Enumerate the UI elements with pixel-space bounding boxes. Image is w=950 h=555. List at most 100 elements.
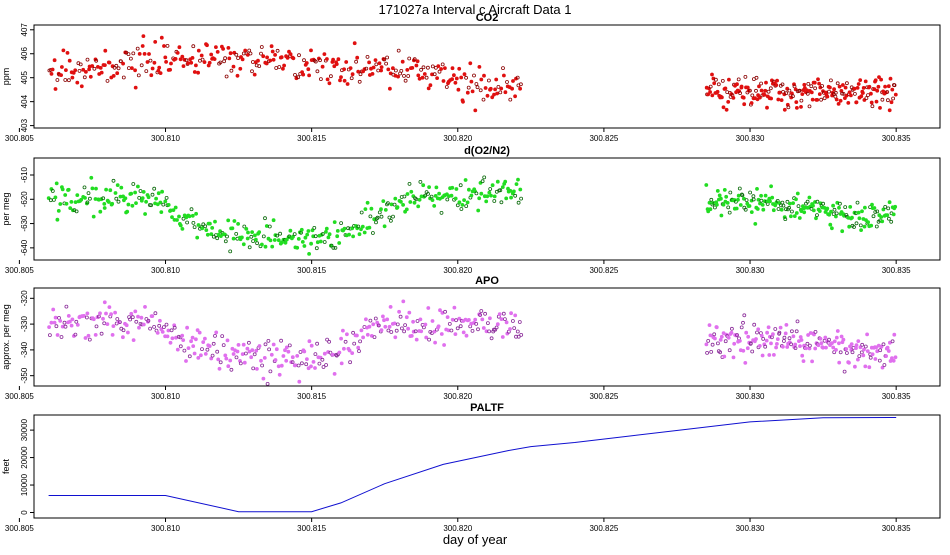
co2-point	[273, 53, 278, 57]
apo-point	[175, 347, 180, 352]
apo-point	[393, 335, 398, 340]
o2n2-point	[498, 188, 503, 193]
apo-point	[432, 329, 437, 334]
apo-point	[847, 360, 851, 365]
apo-point	[856, 339, 861, 344]
apo-point	[755, 330, 759, 335]
apo-point	[172, 325, 177, 330]
apo-point	[111, 324, 116, 329]
apo-point	[213, 333, 217, 338]
apo-point	[844, 347, 849, 351]
apo-point	[113, 310, 117, 315]
apo-point	[515, 329, 520, 334]
apo-point	[332, 371, 337, 376]
co2-point	[762, 93, 767, 97]
co2-point	[356, 69, 361, 74]
paltf-ytick-label: 30000	[20, 418, 29, 441]
apo-point	[454, 318, 459, 323]
co2-point	[336, 57, 341, 62]
co2-point	[94, 58, 99, 63]
apo-point	[430, 319, 435, 323]
apo-point	[261, 376, 266, 381]
co2-point	[816, 77, 820, 82]
co2-point	[477, 65, 482, 69]
o2n2-point	[445, 197, 450, 202]
co2-point	[485, 93, 490, 98]
co2-point	[137, 52, 142, 56]
apo-point	[260, 363, 265, 368]
co2-ytick-label: 407	[20, 23, 29, 37]
apo-point	[82, 313, 86, 318]
co2-ytick-label: 403	[20, 118, 29, 132]
co2-point	[75, 80, 80, 85]
apo-point	[781, 344, 785, 349]
apo-point	[835, 329, 840, 333]
co2-point	[268, 58, 273, 63]
o2n2-point	[257, 230, 262, 235]
co2-point	[274, 66, 279, 70]
co2-point	[405, 68, 410, 72]
o2n2-point	[405, 192, 410, 196]
apo-point	[371, 322, 376, 327]
apo-point	[387, 324, 392, 329]
apo-point	[190, 335, 195, 340]
o2n2-point	[213, 219, 217, 224]
co2-point	[843, 85, 848, 90]
apo-point	[265, 381, 270, 386]
apo-point	[160, 329, 165, 334]
o2n2-point	[69, 199, 74, 204]
co2-point	[344, 60, 349, 64]
co2-point	[715, 89, 720, 94]
o2n2-point	[178, 223, 183, 228]
o2n2-point	[885, 213, 890, 218]
o2n2-point	[368, 214, 373, 219]
co2-point	[766, 89, 771, 94]
apo-point	[105, 322, 110, 327]
o2n2-point	[509, 195, 514, 200]
co2-point	[131, 51, 136, 56]
co2-point	[891, 96, 895, 101]
co2-point	[863, 79, 868, 84]
o2n2-point	[86, 191, 91, 196]
co2-point	[221, 47, 226, 51]
apo-point	[878, 348, 883, 353]
o2n2-point	[792, 214, 797, 219]
apo-point	[750, 349, 755, 354]
o2n2-point	[407, 181, 412, 186]
o2n2-point	[450, 185, 455, 190]
apo-point	[735, 333, 739, 337]
o2n2-point	[276, 238, 281, 243]
co2-point	[88, 74, 93, 79]
o2n2-point	[113, 191, 118, 195]
apo-point	[474, 321, 479, 326]
o2n2-point	[85, 200, 90, 205]
apo-point	[49, 320, 54, 325]
o2n2-point	[726, 205, 731, 210]
co2-point	[53, 87, 58, 91]
o2n2-point	[327, 232, 332, 237]
o2n2-point	[704, 183, 709, 187]
co2-point	[716, 82, 721, 87]
o2n2-point	[395, 205, 400, 210]
co2-point	[235, 73, 240, 78]
o2n2-point	[402, 194, 407, 199]
apo-point	[407, 310, 412, 315]
apo-point	[499, 317, 504, 322]
co2-point	[152, 60, 157, 65]
apo-point	[161, 325, 166, 330]
apo-point	[708, 333, 713, 338]
co2-point	[420, 75, 425, 80]
co2-point	[192, 70, 197, 74]
apo-point	[806, 333, 810, 337]
apo-point	[774, 345, 778, 350]
co2-point	[797, 88, 802, 93]
co2-point	[883, 84, 887, 89]
o2n2-point	[374, 220, 378, 225]
o2n2-point	[751, 194, 756, 199]
co2-point	[845, 81, 849, 86]
co2-point	[503, 90, 508, 95]
co2-xtick-label: 300.835	[882, 134, 911, 143]
o2n2-point	[241, 242, 246, 247]
o2n2-point	[74, 209, 79, 214]
apo-point	[48, 333, 52, 338]
